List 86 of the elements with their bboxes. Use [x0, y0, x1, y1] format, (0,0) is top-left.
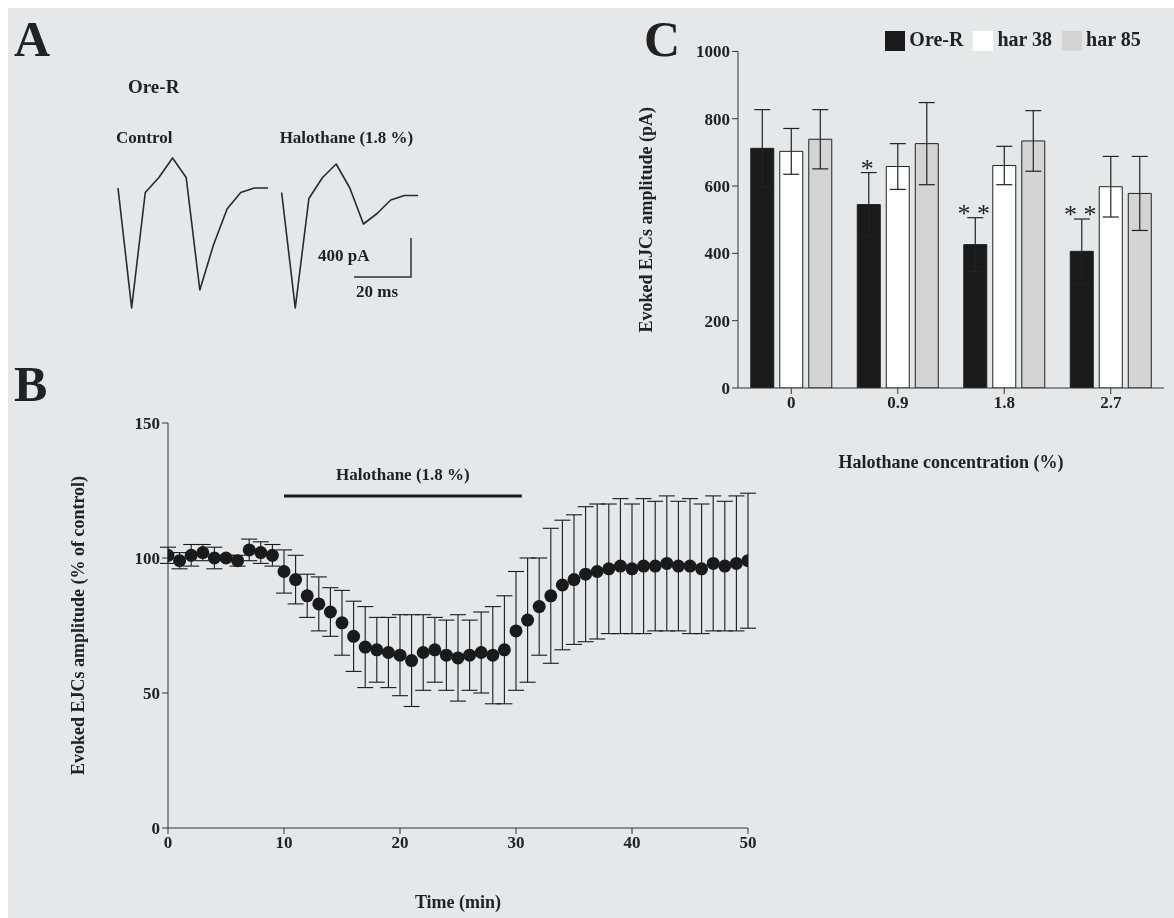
point [219, 551, 233, 565]
point [405, 654, 419, 668]
y-axis-title: Evoked EJCs amplitude (% of control) [68, 475, 90, 776]
point [393, 648, 407, 662]
y-tick-label: 0 [151, 819, 160, 839]
x-tick-label: 0 [787, 393, 796, 413]
point [509, 624, 523, 638]
point [358, 640, 372, 654]
x-tick-label: 20 [391, 833, 409, 853]
x-axis-title: Halothane concentration (%) [838, 452, 1064, 473]
point [323, 605, 337, 619]
point [671, 559, 685, 573]
point [555, 578, 569, 592]
x-tick-label: 10 [275, 833, 293, 853]
point [544, 589, 558, 603]
chart-title: Ore-R [128, 76, 180, 98]
point [335, 616, 349, 630]
point [486, 648, 500, 662]
y-tick-label: 400 [704, 244, 730, 264]
x-tick-label: 0.9 [887, 393, 909, 413]
y-tick-label: 800 [704, 109, 730, 129]
point [613, 559, 627, 573]
point [300, 589, 314, 603]
point [637, 559, 651, 573]
y-tick-label: 600 [704, 177, 730, 197]
point [277, 565, 291, 578]
point [416, 646, 430, 659]
point [718, 559, 732, 573]
x-tick-label: 30 [507, 833, 525, 853]
x-axis-title: Time (min) [414, 892, 502, 913]
x-tick-label: 50 [739, 833, 757, 853]
annotation: Halothane (1.8 %) [336, 464, 470, 484]
point [660, 556, 674, 570]
x-tick-label: 0 [163, 833, 173, 853]
point [439, 648, 453, 662]
series-label: Control [116, 128, 173, 147]
legend-label: har 38 [997, 28, 1053, 50]
point [695, 562, 709, 576]
point [532, 600, 546, 614]
x-tick-label: 2.7 [1100, 393, 1122, 413]
y-tick-label: 100 [134, 549, 160, 569]
legend-label: Ore-R [909, 28, 964, 50]
point [254, 546, 268, 560]
point [602, 562, 616, 576]
annotation: 20 ms [356, 282, 399, 302]
point [590, 565, 604, 578]
y-tick-label: 150 [134, 414, 160, 434]
point [463, 648, 477, 662]
point [184, 548, 198, 562]
point [265, 548, 279, 562]
point [207, 551, 221, 565]
point [567, 573, 581, 587]
y-axis-title: Evoked EJCs amplitude (pA) [636, 106, 658, 333]
x-tick-label: 40 [623, 833, 641, 853]
point [497, 643, 511, 657]
point [706, 556, 720, 570]
annotation: * * [1064, 200, 1097, 230]
point [242, 543, 256, 557]
y-tick-label: 50 [143, 684, 160, 704]
point [370, 643, 384, 657]
legend-label: har 85 [1086, 28, 1141, 50]
point [312, 597, 326, 611]
annotation: 400 pA [318, 246, 370, 266]
annotation: * [860, 153, 874, 183]
point [381, 646, 395, 659]
text: C [644, 10, 681, 68]
x-tick-label: 1.8 [993, 393, 1015, 413]
y-tick-label: 200 [704, 311, 730, 331]
y-tick-label: 0 [721, 379, 730, 399]
point [579, 567, 593, 581]
point [451, 651, 465, 665]
point [347, 629, 361, 643]
series-label: Halothane (1.8 %) [279, 128, 414, 147]
point [683, 559, 697, 573]
text: B [14, 355, 48, 413]
text: A [14, 10, 51, 68]
point [289, 573, 303, 587]
point [474, 646, 488, 659]
point [625, 562, 639, 576]
point [428, 643, 442, 657]
point [729, 556, 743, 570]
point [648, 559, 662, 573]
scale-bar: 400 pA 20 ms [318, 238, 414, 300]
point [521, 613, 535, 627]
y-tick-label: 1000 [696, 42, 730, 62]
annotation: * * [957, 198, 991, 228]
